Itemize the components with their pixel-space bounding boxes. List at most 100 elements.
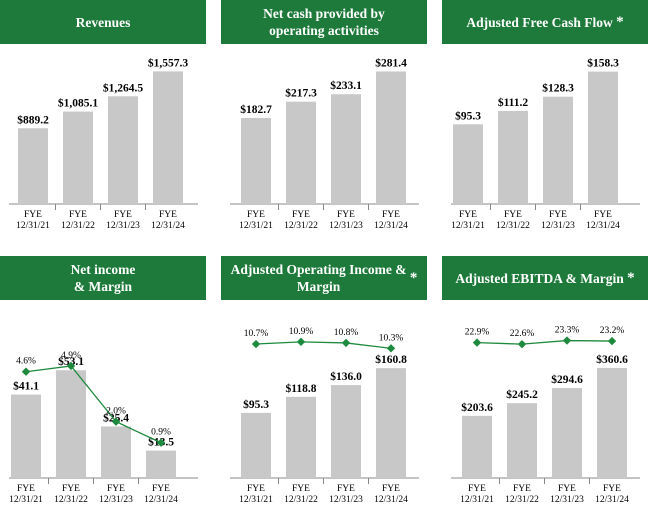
bar-value-label: $128.3 <box>542 82 574 95</box>
margin-point <box>341 338 351 348</box>
net-income-chart: $41.1FYE12/31/21$53.1FYE12/31/22$25.4FYE… <box>9 351 198 505</box>
margin-value-label: 23.3% <box>555 326 580 336</box>
panel-title-text: Revenues <box>75 14 131 30</box>
x-tick-label: 12/31/23 <box>329 495 363 505</box>
margin-point <box>251 339 261 349</box>
x-tick-label: FYE <box>468 484 486 494</box>
bar-value-label: $41.1 <box>13 380 39 393</box>
panel-title: Net income & Margin <box>0 256 206 300</box>
bar-value-label: $118.8 <box>286 382 317 395</box>
bar <box>241 412 271 478</box>
bar <box>11 394 41 478</box>
x-tick-label: 12/31/22 <box>54 495 88 505</box>
x-tick-label: FYE <box>159 210 177 220</box>
bar <box>331 385 361 478</box>
bar-value-label: $233.1 <box>330 79 362 92</box>
x-tick-label: 12/31/21 <box>239 495 273 505</box>
x-tick-label: 12/31/23 <box>329 221 363 231</box>
margin-value-label: 2.0% <box>106 407 126 417</box>
panel-title-text: Net income & Margin <box>70 262 136 294</box>
margin-line <box>255 341 392 349</box>
x-tick-label: FYE <box>247 210 265 220</box>
bar-value-label: $95.3 <box>243 398 269 411</box>
x-tick-label: FYE <box>594 210 612 220</box>
panel-adjusted-op-income: Adjusted Operating Income & Margin * $95… <box>221 256 427 508</box>
x-tick-label: FYE <box>247 484 265 494</box>
x-tick-label: 12/31/21 <box>9 495 43 505</box>
bar-value-label: $1,264.5 <box>103 81 144 94</box>
bar <box>56 370 86 478</box>
panel-title: Net cash provided by operating activitie… <box>221 0 427 44</box>
margin-point <box>296 337 306 347</box>
bar <box>462 415 492 478</box>
x-tick-label: 12/31/24 <box>151 221 185 231</box>
panel-adjusted-fcf: Adjusted Free Cash Flow * $95.3 FYE 12/31/… <box>442 0 648 240</box>
x-tick-label: FYE <box>107 484 125 494</box>
bar <box>498 110 528 204</box>
bar <box>108 96 138 204</box>
panel-title-text: Net cash provided by operating activitie… <box>263 6 385 38</box>
bar-value-label: $217.3 <box>285 87 317 100</box>
x-tick-label: 12/31/22 <box>61 221 95 231</box>
x-tick-label: FYE <box>337 484 355 494</box>
bar <box>286 101 316 204</box>
x-tick-label: 12/31/24 <box>374 221 408 231</box>
x-tick-label: FYE <box>292 210 310 220</box>
x-tick-label: FYE <box>337 210 355 220</box>
x-tick-label: FYE <box>17 484 35 494</box>
margin-value-label: 4.6% <box>16 357 36 367</box>
bar-value-label: $245.2 <box>506 388 538 401</box>
x-tick-label: FYE <box>382 210 400 220</box>
margin-point <box>386 344 396 353</box>
margin-value-label: 10.8% <box>334 328 359 338</box>
footnote-star: * <box>616 13 624 30</box>
net-cash-chart: $182.7FYE12/31/21$217.3FYE12/31/22$233.1… <box>230 56 419 231</box>
panel-title: Adjusted Operating Income & Margin * <box>221 256 427 300</box>
adjusted-fcf-chart: $95.3FYE12/31/21$111.2FYE12/31/22$128.3F… <box>451 57 640 231</box>
margin-point <box>517 339 527 349</box>
margin-value-label: 10.3% <box>379 333 404 343</box>
bar <box>241 117 271 204</box>
bar <box>597 367 627 478</box>
margin-point <box>156 438 166 447</box>
x-tick-label: 12/31/23 <box>106 221 140 231</box>
panel-title-text: Adjusted EBITDA & Margin <box>455 270 624 286</box>
x-tick-label: FYE <box>603 484 621 494</box>
bar-value-label: $889.2 <box>17 113 49 126</box>
margin-line <box>25 365 162 444</box>
bar <box>453 124 483 204</box>
footnote-star: * <box>409 269 418 286</box>
margin-value-label: 23.2% <box>600 326 625 336</box>
x-tick-label: FYE <box>24 210 42 220</box>
x-tick-label: 12/31/23 <box>99 495 133 505</box>
x-tick-label: FYE <box>152 484 170 494</box>
x-tick-label: FYE <box>504 210 522 220</box>
bar-value-label: $111.2 <box>498 96 529 109</box>
x-tick-label: 12/31/22 <box>284 495 318 505</box>
x-tick-label: 12/31/23 <box>550 495 584 505</box>
bar <box>331 94 361 204</box>
adjusted-ebitda-chart: $203.6FYE12/31/21$245.2FYE12/31/22$294.6… <box>451 326 640 505</box>
x-tick-label: 12/31/22 <box>284 221 318 231</box>
x-tick-label: FYE <box>292 484 310 494</box>
bar-value-label: $136.0 <box>330 370 362 383</box>
x-tick-label: 12/31/21 <box>460 495 494 505</box>
margin-point <box>472 338 482 347</box>
x-tick-label: FYE <box>549 210 567 220</box>
margin-value-label: 22.6% <box>510 329 535 339</box>
x-tick-label: 12/31/21 <box>451 221 485 231</box>
bar-value-label: $158.3 <box>587 57 619 70</box>
bar <box>286 396 316 478</box>
margin-point <box>21 367 31 376</box>
bar <box>507 403 537 478</box>
x-tick-label: FYE <box>114 210 132 220</box>
x-tick-label: 12/31/24 <box>374 495 408 505</box>
x-tick-label: FYE <box>382 484 400 494</box>
bar-value-label: $160.8 <box>375 353 407 366</box>
x-tick-label: FYE <box>513 484 531 494</box>
bar <box>552 388 582 478</box>
bar-value-label: $281.4 <box>375 56 407 69</box>
bar <box>63 111 93 204</box>
bar <box>18 128 48 204</box>
x-tick-label: 12/31/24 <box>586 221 620 231</box>
